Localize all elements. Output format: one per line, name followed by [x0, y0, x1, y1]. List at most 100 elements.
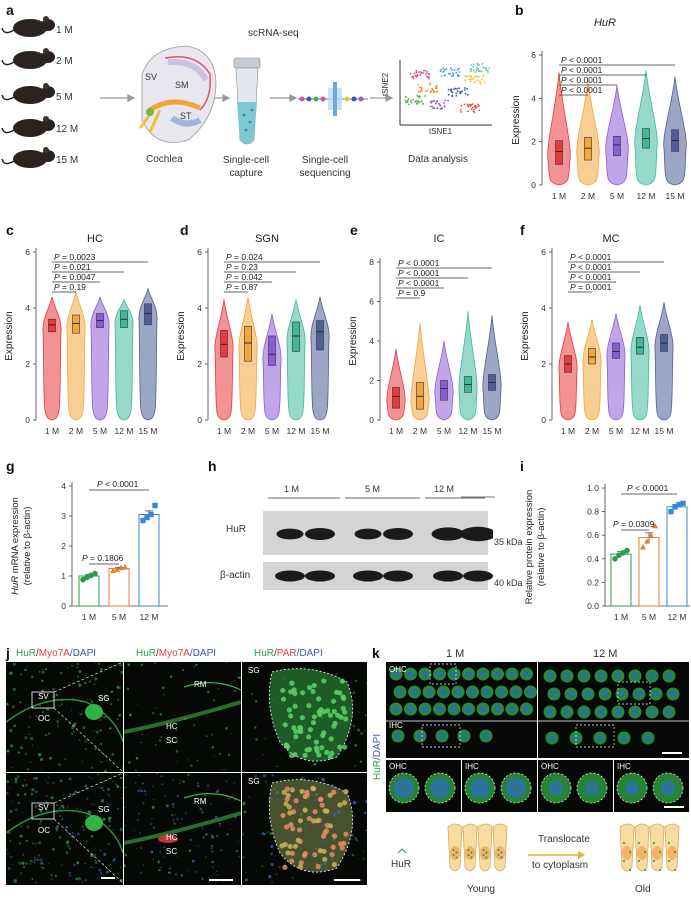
- tsne-point: [417, 100, 420, 103]
- tissue-speckle: [191, 859, 195, 863]
- tissue-speckle: [358, 711, 361, 713]
- tsne-point: [449, 67, 452, 69]
- mouse-icon: [1, 147, 55, 168]
- cell-nucleus: [550, 690, 558, 698]
- tissue-speckle: [303, 785, 305, 787]
- neuron-soma: [315, 864, 321, 870]
- tissue-speckle: [76, 861, 80, 865]
- y-tick-label: 1: [61, 571, 66, 581]
- tissue-speckle: [189, 838, 192, 842]
- tissue-speckle: [152, 858, 155, 860]
- scale-bar: [664, 806, 684, 808]
- tissue-speckle: [322, 824, 325, 827]
- blot-band-actin: [353, 570, 383, 582]
- data-point: [648, 532, 654, 538]
- violin-shape: [634, 70, 658, 186]
- tissue-speckle: [20, 673, 22, 676]
- zoom-line: [53, 773, 123, 804]
- tissue-speckle: [136, 818, 139, 821]
- tissue-speckle: [174, 873, 178, 876]
- neuron-soma: [331, 698, 337, 704]
- x-tick-label: 15 M: [483, 426, 502, 436]
- tissue-speckle: [273, 729, 275, 731]
- tissue-speckle: [40, 866, 42, 868]
- tsne-point: [481, 63, 484, 65]
- tsne-point: [464, 87, 466, 89]
- pvalue-label: P = 0.19: [54, 282, 86, 292]
- violin-shape: [605, 85, 629, 186]
- tissue-speckle: [193, 665, 195, 668]
- neuron-soma: [313, 739, 319, 745]
- panel-a-schematic: [1, 16, 492, 168]
- tissue-speckle: [278, 865, 281, 869]
- tissue-speckle: [16, 793, 20, 797]
- tissue-speckle: [47, 863, 50, 865]
- tissue-speckle: [228, 860, 230, 862]
- cell-nucleus: [669, 690, 677, 698]
- sg-region: [268, 779, 353, 873]
- nucleus-zoom: [625, 781, 639, 795]
- violin-title: HC: [87, 233, 103, 245]
- tissue-speckle: [365, 800, 367, 803]
- tsne-point: [420, 88, 423, 91]
- tissue-speckle: [119, 663, 123, 667]
- box-iqr: [555, 140, 563, 165]
- tsne-point: [445, 68, 448, 71]
- tsne-point: [412, 75, 415, 78]
- blot-band-hur: [354, 528, 382, 540]
- tsne-point: [431, 87, 433, 90]
- tissue-speckle: [87, 810, 91, 814]
- cell-nucleus: [580, 708, 588, 716]
- nucleus-schematic: [495, 846, 505, 860]
- tissue-speckle: [169, 675, 173, 678]
- tsne-point: [432, 91, 435, 94]
- tissue-speckle: [103, 715, 107, 719]
- tissue-speckle: [98, 662, 101, 665]
- tissue-speckle: [169, 864, 171, 867]
- data-point: [122, 564, 128, 570]
- tissue-speckle: [103, 754, 106, 757]
- neuron-soma: [287, 843, 293, 850]
- tissue-speckle: [140, 788, 142, 791]
- tissue-speckle: [6, 671, 8, 673]
- tissue-speckle: [141, 782, 144, 785]
- neuron-soma: [288, 822, 294, 828]
- cell-nucleus: [597, 708, 605, 716]
- tissue-speckle: [353, 815, 355, 818]
- cell-outline: [576, 772, 608, 804]
- x-tick-label: 1 M: [552, 191, 566, 201]
- tissue-speckle: [359, 879, 363, 882]
- tsne-point: [472, 63, 475, 66]
- tsne-point: [443, 105, 446, 108]
- zoom-box: [575, 724, 615, 748]
- tissue-speckle: [82, 829, 85, 832]
- tsne-point: [485, 67, 488, 70]
- neuron-soma: [319, 802, 325, 808]
- tsne-point: [456, 68, 459, 71]
- pvalue-label: P < 0.0001: [627, 483, 669, 493]
- cell-nucleus: [620, 734, 628, 742]
- cell-nucleus: [479, 705, 487, 713]
- j-header-part: PAR: [276, 648, 297, 659]
- tissue-speckle: [70, 732, 74, 735]
- y-tick-label: 4: [197, 303, 202, 313]
- nucleus-schematic: [652, 846, 662, 860]
- tissue-speckle: [78, 683, 82, 687]
- tissue-speckle: [17, 751, 20, 754]
- tissue-speckle: [44, 668, 47, 671]
- neuron-soma: [293, 798, 299, 804]
- j-header-1: HuR/Myo7A/DAPI: [16, 648, 96, 659]
- tissue-speckle: [76, 666, 79, 669]
- tissue-speckle: [317, 776, 320, 779]
- tissue-speckle: [209, 802, 212, 805]
- k-zoom-ihc-12m: IHC: [617, 762, 631, 771]
- tissue-speckle: [26, 825, 30, 829]
- blot-group-1m: 1 M: [284, 484, 300, 494]
- tissue-speckle: [240, 774, 241, 776]
- neuron-soma: [282, 864, 288, 870]
- tsne-point: [416, 103, 418, 105]
- tissue-speckle: [276, 765, 279, 768]
- tsne-point: [447, 88, 450, 91]
- tissue-speckle: [99, 729, 102, 732]
- tsne-point: [469, 78, 472, 81]
